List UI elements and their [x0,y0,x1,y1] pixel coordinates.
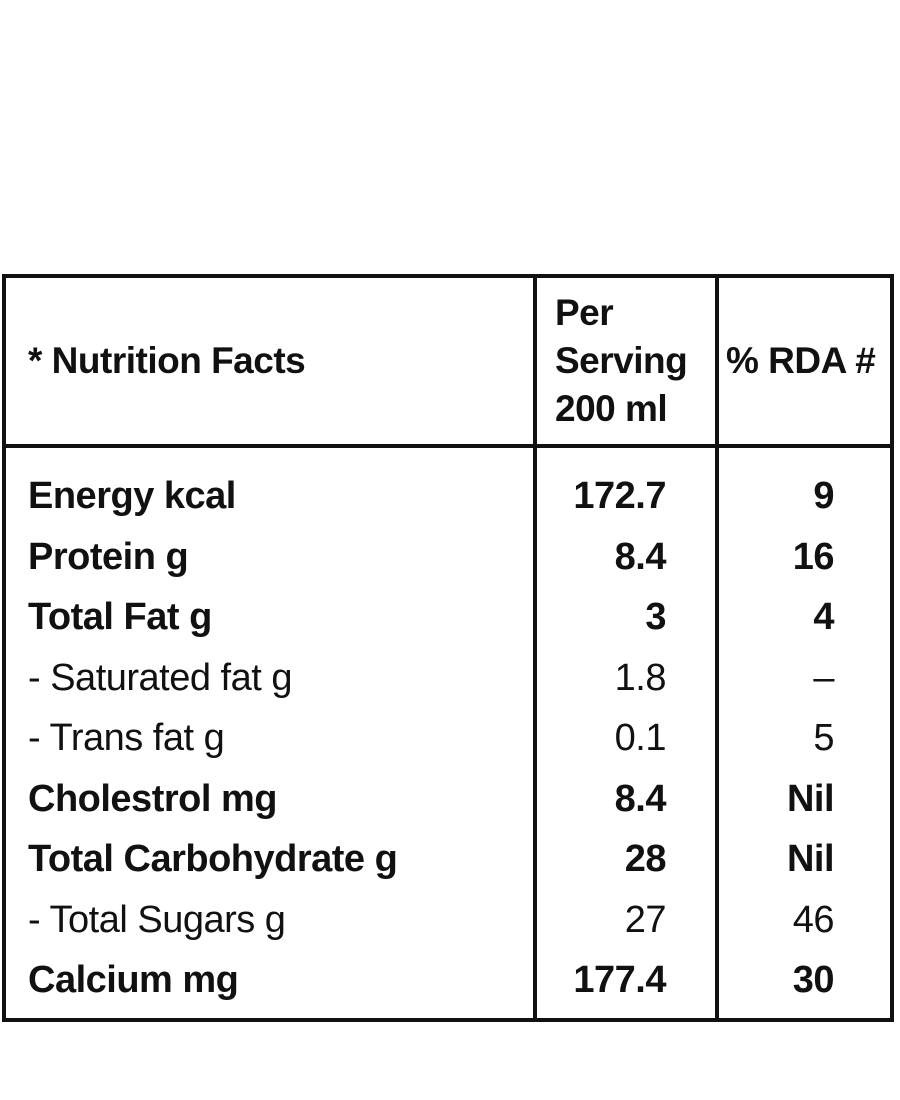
column-divider [715,278,719,1018]
nutrient-rows: Energy kcal 172.7 9 Protein g 8.4 16 Tot… [6,474,890,1019]
table-row: - Total Sugars g 27 46 [6,898,890,959]
nutrient-name: Total Fat g [28,596,212,638]
table-row: Protein g 8.4 16 [6,535,890,596]
nutrient-name: - Total Sugars g [28,898,286,941]
table-row: Total Fat g 3 4 [6,595,890,656]
table-row: Total Carbohydrate g 28 Nil [6,837,890,898]
header-divider [6,444,890,448]
rda-value: 16 [792,535,835,578]
per-serving-value: 8.4 [614,535,667,578]
nutrient-name: Total Carbohydrate g [28,838,398,880]
header-per-serving-line: Per [555,292,614,333]
nutrient-name: - Saturated fat g [28,656,293,699]
nutrient-name: Protein g [28,535,189,578]
per-serving-value: 27 [624,898,667,941]
table-row: Cholestrol mg 8.4 Nil [6,777,890,838]
header-per-serving: Per Serving 200 ml [555,278,713,444]
nutrient-name: Cholestrol mg [28,777,277,820]
per-serving-value: 28 [624,838,667,880]
per-serving-value: 172.7 [573,475,666,517]
per-serving-value: 1.8 [614,656,667,699]
rda-value: 5 [813,717,834,759]
rda-value: 4 [813,596,834,638]
rda-value: 30 [792,959,835,1001]
header-nutrition-facts: * Nutrition Facts [28,340,306,381]
header-per-serving-line: Serving [555,340,688,381]
nutrition-table: * Nutrition Facts Per Serving 200 ml % R… [2,274,894,1022]
nutrient-name: - Trans fat g [28,717,225,759]
table-row: - Saturated fat g 1.8 – [6,656,890,717]
per-serving-value: 8.4 [614,777,667,820]
table-row: - Trans fat g 0.1 5 [6,716,890,777]
per-serving-value: 177.4 [573,959,666,1001]
header-per-serving-line: 200 ml [555,388,668,429]
table-row: Energy kcal 172.7 9 [6,474,890,535]
rda-value: – [813,656,834,699]
rda-value: 46 [792,898,835,941]
column-divider [533,278,537,1018]
table-row: Calcium mg 177.4 30 [6,958,890,1019]
rda-value: Nil [786,838,835,880]
nutrient-name: Calcium mg [28,959,239,1001]
nutrient-name: Energy kcal [28,475,236,517]
per-serving-value: 0.1 [614,717,667,759]
rda-value: 9 [813,475,834,517]
per-serving-value: 3 [645,596,666,638]
header-rda: % RDA # [726,340,876,381]
rda-value: Nil [786,777,835,820]
